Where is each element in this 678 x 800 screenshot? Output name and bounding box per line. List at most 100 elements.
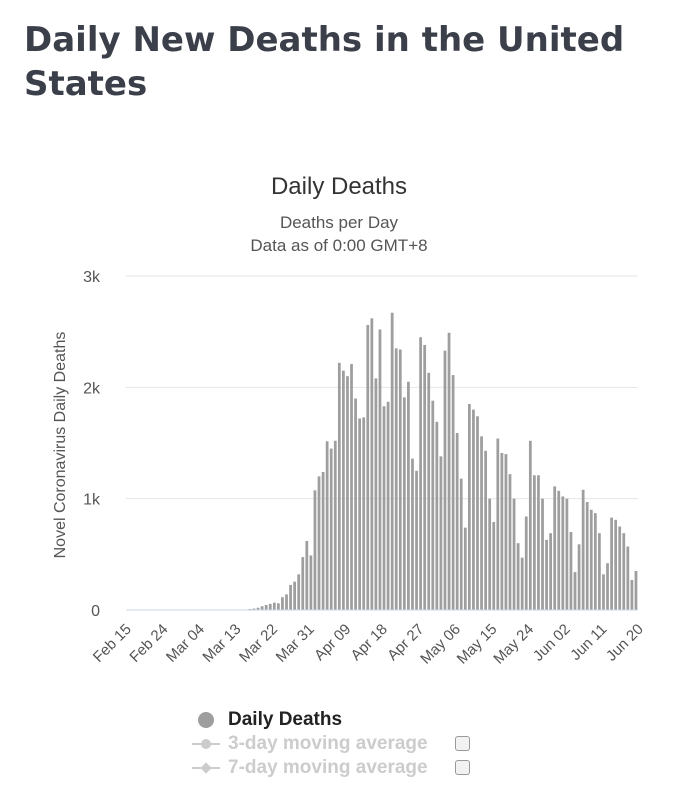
- bar[interactable]: [297, 574, 301, 610]
- bar[interactable]: [451, 375, 455, 610]
- bar[interactable]: [598, 533, 601, 610]
- bar[interactable]: [382, 406, 386, 610]
- bar[interactable]: [358, 418, 362, 610]
- bar[interactable]: [443, 350, 447, 610]
- bar[interactable]: [626, 546, 630, 610]
- bar[interactable]: [407, 381, 410, 610]
- bar[interactable]: [520, 557, 524, 610]
- bar[interactable]: [634, 571, 638, 610]
- bar[interactable]: [252, 608, 256, 610]
- bar[interactable]: [512, 498, 516, 610]
- bar[interactable]: [618, 526, 622, 611]
- bar[interactable]: [260, 606, 264, 610]
- bar[interactable]: [549, 533, 553, 610]
- bar[interactable]: [577, 544, 581, 610]
- bar[interactable]: [423, 345, 427, 610]
- legend-item-daily-deaths[interactable]: Daily Deaths: [192, 708, 492, 732]
- bar[interactable]: [488, 498, 492, 610]
- bar[interactable]: [305, 540, 309, 610]
- bar[interactable]: [362, 417, 366, 610]
- bar[interactable]: [378, 329, 382, 610]
- bar[interactable]: [398, 349, 402, 610]
- bar[interactable]: [561, 496, 565, 610]
- bar[interactable]: [614, 519, 618, 610]
- bar[interactable]: [573, 572, 577, 610]
- bar[interactable]: [329, 448, 333, 610]
- bar[interactable]: [342, 370, 345, 610]
- bar[interactable]: [333, 440, 337, 610]
- bar[interactable]: [459, 478, 463, 610]
- bar[interactable]: [585, 502, 589, 610]
- bar[interactable]: [492, 522, 496, 610]
- bar[interactable]: [427, 372, 431, 610]
- bar[interactable]: [419, 337, 422, 610]
- bar[interactable]: [411, 458, 414, 610]
- bar[interactable]: [541, 498, 544, 610]
- bar[interactable]: [309, 555, 313, 610]
- bar[interactable]: [390, 312, 394, 610]
- bar[interactable]: [337, 362, 341, 610]
- bar[interactable]: [622, 533, 626, 610]
- legend-item-3-day-average[interactable]: 3-day moving average: [192, 732, 492, 756]
- bar[interactable]: [476, 416, 479, 610]
- bar[interactable]: [496, 438, 500, 610]
- bar[interactable]: [508, 474, 512, 610]
- bar[interactable]: [557, 490, 561, 610]
- bar[interactable]: [606, 563, 609, 610]
- checkbox-7-day-average[interactable]: [455, 760, 470, 775]
- bar[interactable]: [524, 516, 528, 610]
- bar[interactable]: [346, 376, 349, 610]
- bar[interactable]: [602, 574, 605, 610]
- bar[interactable]: [463, 527, 467, 610]
- bar[interactable]: [439, 456, 443, 610]
- bar[interactable]: [386, 401, 390, 610]
- bar[interactable]: [264, 604, 268, 610]
- bar[interactable]: [325, 441, 329, 610]
- bar[interactable]: [293, 581, 297, 610]
- bar[interactable]: [545, 539, 548, 610]
- bar[interactable]: [268, 603, 272, 610]
- bar[interactable]: [402, 397, 406, 610]
- bar[interactable]: [593, 513, 597, 610]
- bar[interactable]: [569, 532, 573, 610]
- bar[interactable]: [553, 486, 557, 610]
- bar-series[interactable]: [191, 312, 638, 611]
- bar[interactable]: [285, 594, 288, 610]
- bar[interactable]: [272, 602, 276, 610]
- bar[interactable]: [472, 409, 475, 610]
- bar[interactable]: [374, 378, 378, 610]
- bar[interactable]: [277, 603, 280, 610]
- bar[interactable]: [533, 475, 536, 610]
- bar[interactable]: [317, 476, 321, 610]
- bar[interactable]: [289, 584, 292, 610]
- bar[interactable]: [435, 421, 439, 610]
- bar[interactable]: [301, 557, 305, 610]
- bar[interactable]: [354, 398, 357, 610]
- bar[interactable]: [480, 436, 483, 610]
- bar[interactable]: [484, 450, 487, 610]
- bar[interactable]: [630, 579, 634, 610]
- bar[interactable]: [366, 324, 370, 610]
- bar[interactable]: [504, 454, 508, 610]
- bar[interactable]: [394, 348, 398, 610]
- bar[interactable]: [528, 440, 532, 610]
- bar[interactable]: [281, 597, 284, 610]
- bar[interactable]: [565, 498, 569, 610]
- bar[interactable]: [313, 490, 317, 610]
- legend-item-7-day-average[interactable]: 7-day moving average: [192, 756, 492, 780]
- bar[interactable]: [537, 475, 540, 610]
- bar[interactable]: [370, 318, 374, 610]
- bar[interactable]: [256, 607, 260, 610]
- bar[interactable]: [455, 432, 459, 610]
- bar[interactable]: [467, 404, 471, 610]
- bar[interactable]: [500, 453, 504, 610]
- bar[interactable]: [589, 509, 593, 610]
- bar[interactable]: [581, 489, 585, 610]
- bar[interactable]: [321, 471, 325, 610]
- checkbox-3-day-average[interactable]: [455, 736, 470, 751]
- bar[interactable]: [350, 363, 353, 610]
- bar[interactable]: [447, 332, 451, 610]
- bar[interactable]: [516, 543, 520, 610]
- bar[interactable]: [415, 470, 418, 610]
- bar[interactable]: [431, 400, 435, 610]
